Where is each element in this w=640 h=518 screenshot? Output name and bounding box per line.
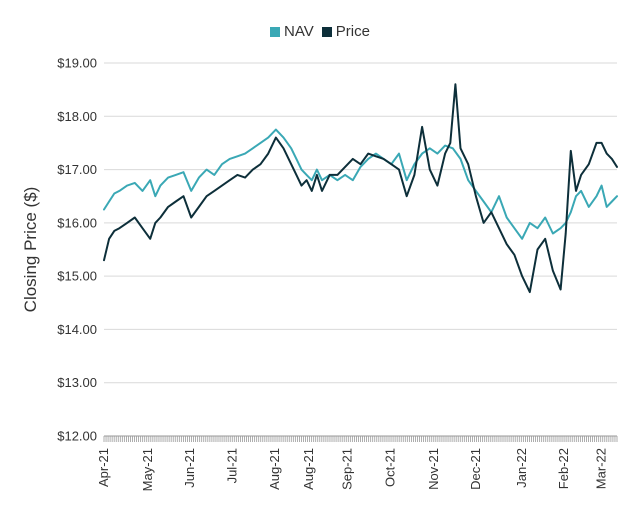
x-tick-label: Aug-21 — [301, 448, 316, 490]
x-tick-labels: Apr-21 May-21 Jun-21 Jul-21 Aug-21 Aug-21 Sep-… — [96, 448, 609, 491]
legend-swatch-nav — [270, 27, 281, 37]
y-tick-label: $12.00 — [57, 429, 97, 444]
series-line-price[interactable] — [103, 83, 618, 294]
x-tick-label: Mar-22 — [594, 448, 609, 489]
x-tick-label: Dec-21 — [468, 448, 483, 490]
series-line-nav[interactable] — [103, 128, 618, 240]
legend-label-price: Price — [335, 23, 370, 40]
x-tick-label: Jun-21 — [182, 448, 197, 488]
series-nav — [103, 128, 618, 240]
y-tick-label: $19.00 — [57, 56, 97, 71]
y-tick-label: $13.00 — [57, 375, 97, 390]
x-tick-label: Nov-21 — [426, 448, 441, 490]
x-tick-label: Aug-21 — [267, 448, 282, 490]
y-tick-label: $16.00 — [57, 215, 97, 230]
y-gridlines — [104, 62, 617, 437]
y-tick-label: $14.00 — [57, 322, 97, 337]
y-tick-label: $17.00 — [57, 162, 97, 177]
x-tick-label: Jul-21 — [224, 448, 239, 483]
legend-item-nav[interactable]: NAV — [270, 23, 314, 40]
y-axis-title: Closing Price ($) — [21, 187, 40, 313]
legend-label-nav: NAV — [284, 23, 314, 40]
y-tick-label: $18.00 — [57, 109, 97, 124]
x-tick-label: Jan-22 — [514, 448, 529, 488]
series-price — [103, 83, 618, 294]
legend: NAV Price — [0, 23, 640, 40]
x-tick-label: Sep-21 — [340, 448, 355, 490]
legend-swatch-price — [321, 27, 332, 37]
x-tick-label: May-21 — [140, 448, 155, 491]
legend-item-price[interactable]: Price — [321, 23, 370, 40]
y-tick-label: $15.00 — [57, 269, 97, 284]
x-tick-label: Oct-21 — [382, 448, 397, 487]
x-axis-ticks — [103, 436, 618, 442]
x-tick-label: Apr-21 — [96, 448, 111, 487]
y-tick-labels: $12.00 $13.00 $14.00 $15.00 $16.00 $17.00 $18.… — [57, 56, 97, 444]
x-tick-label: Feb-22 — [556, 448, 571, 489]
